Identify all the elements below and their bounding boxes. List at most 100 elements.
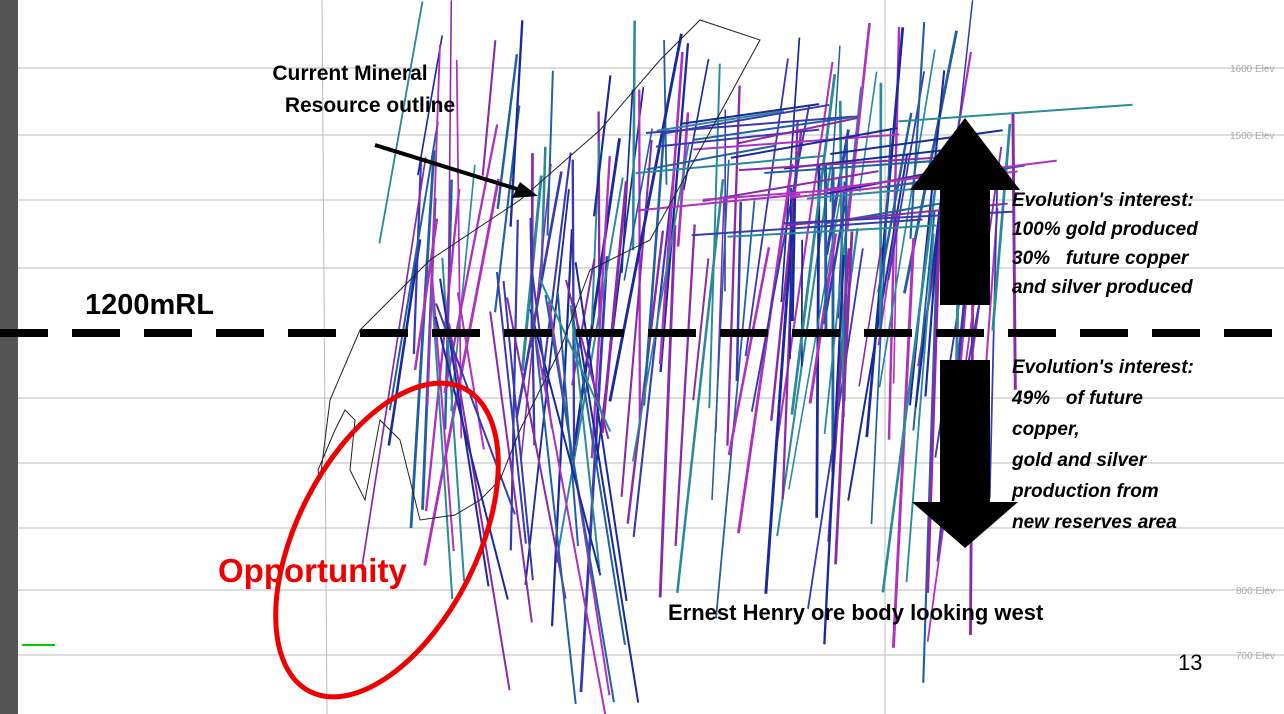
drill-hole <box>823 254 845 645</box>
drill-hole <box>693 133 900 151</box>
elevation-label: 1500 Elev <box>1230 131 1274 142</box>
drill-hole <box>676 178 725 593</box>
drill-hole <box>845 22 871 232</box>
level-label: 1200mRL <box>85 289 214 321</box>
drill-hole <box>891 237 916 648</box>
drill-hole <box>431 294 454 600</box>
drill-hole <box>378 1 424 244</box>
drill-hole <box>361 157 427 567</box>
drill-hole <box>881 169 939 593</box>
drill-hole <box>509 20 524 227</box>
drill-hole <box>642 129 666 406</box>
drill-hole <box>631 143 690 462</box>
interest-line: Evolution's interest: <box>1012 357 1194 378</box>
drill-hole <box>590 140 601 326</box>
drill-hole <box>838 100 845 418</box>
drill-hole <box>632 175 675 538</box>
drill-hole <box>645 115 853 134</box>
drill-hole <box>730 127 898 159</box>
drill-hole <box>834 231 854 565</box>
drill-hole <box>481 40 497 176</box>
interest-line: 49% of future <box>1011 388 1143 409</box>
drill-hole <box>808 233 838 404</box>
drill-hole <box>1011 113 1017 390</box>
upper-interest: Evolution's interest: 100% gold produced 3… <box>1012 190 1198 298</box>
elevation-label: 1600 Elev <box>1230 64 1274 75</box>
drill-hole <box>680 103 820 125</box>
drill-hole <box>538 276 612 432</box>
drill-hole <box>413 218 439 371</box>
interest-line: gold and silver <box>1011 450 1148 471</box>
drill-hole <box>674 224 696 547</box>
drill-hole <box>790 196 797 322</box>
drill-hole <box>430 267 455 552</box>
interest-line: Evolution's interest: <box>1012 190 1194 211</box>
drill-hole <box>636 193 801 212</box>
drill-hole <box>870 127 892 525</box>
callout-line: Current Mineral <box>272 62 427 85</box>
drill-hole <box>446 0 453 388</box>
interest-line: new reserves area <box>1012 512 1177 533</box>
drill-hole <box>991 123 1012 331</box>
drill-hole <box>571 258 596 386</box>
drill-hole <box>621 89 634 273</box>
drill-hole <box>715 200 756 619</box>
interest-line: 100% gold produced <box>1012 219 1198 240</box>
drill-hole <box>898 103 1133 123</box>
drill-hole <box>744 58 789 357</box>
opportunity-ellipse <box>273 380 501 700</box>
elevation-label: 800 Elev <box>1236 586 1275 597</box>
lower-interest: Evolution's interest: 49% of future copper… <box>1011 357 1194 533</box>
elevation-label: 700 Elev <box>1236 651 1275 662</box>
drill-hole <box>739 155 956 172</box>
down-arrow <box>912 360 1018 548</box>
drill-hole <box>409 150 436 529</box>
drill-hole <box>656 110 784 132</box>
drill-hole <box>905 233 935 583</box>
drill-hole <box>764 191 796 594</box>
drill-hole <box>495 271 527 544</box>
drill-hole <box>858 247 882 387</box>
drill-hole <box>646 144 777 171</box>
drill-hole <box>574 262 628 602</box>
drill-hole <box>590 155 611 459</box>
drill-hole <box>988 184 999 498</box>
drill-hole <box>774 61 834 453</box>
drill-hole <box>489 311 533 623</box>
drill-hole <box>600 181 628 433</box>
callout-line: Resource outline <box>285 94 455 117</box>
drill-hole <box>532 327 607 714</box>
drill-hole <box>909 22 926 239</box>
drill-hole <box>789 187 792 359</box>
resource-outline <box>317 19 761 521</box>
interest-line: and silver produced <box>1012 277 1193 298</box>
drill-hole <box>541 152 572 381</box>
drill-hole <box>750 104 811 412</box>
caption: Ernest Henry ore body looking west <box>668 600 1044 625</box>
drill-hole <box>515 171 563 418</box>
drill-hole <box>424 188 461 512</box>
up-arrow <box>910 118 1020 305</box>
drill-hole <box>387 239 422 446</box>
drill-hole <box>579 256 609 693</box>
drill-hole <box>546 70 554 236</box>
drill-hole <box>631 20 636 251</box>
drill-hole <box>702 170 879 203</box>
interest-line: 30% future copper <box>1012 248 1190 269</box>
interest-line: production from <box>1011 481 1159 502</box>
drill-hole <box>506 297 567 599</box>
drill-hole <box>530 265 553 429</box>
drill-hole <box>620 139 653 497</box>
drill-hole <box>530 299 577 705</box>
drill-hole <box>858 71 878 192</box>
drill-hole <box>693 115 858 141</box>
callout-arrow-line <box>374 143 521 192</box>
left-bar <box>0 0 18 714</box>
drill-hole <box>727 247 771 456</box>
drill-hole <box>608 33 683 402</box>
drill-hole <box>520 163 552 462</box>
drill-hole <box>702 188 846 201</box>
drill-hole <box>924 211 941 397</box>
drill-hole <box>434 316 509 600</box>
